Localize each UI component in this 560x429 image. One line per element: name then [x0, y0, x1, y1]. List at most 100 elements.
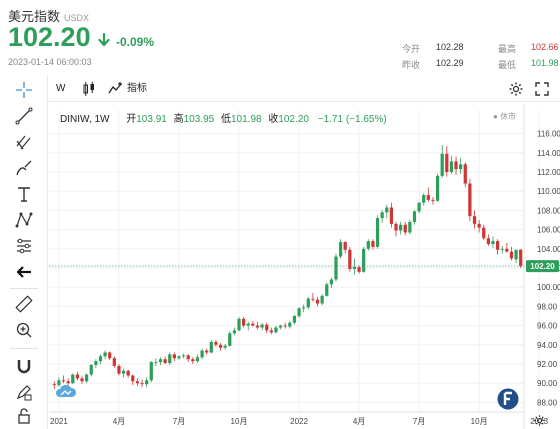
candle [329, 277, 333, 289]
indicators-icon[interactable] [108, 81, 124, 97]
ohlc-legend: DINIW, 1W 开103.91 高103.95 低101.98 收102.2… [60, 110, 387, 125]
candle-body [454, 161, 458, 170]
indicators-button[interactable]: 指标 [127, 83, 147, 94]
legend-close-label: 收 [268, 114, 279, 125]
candle-body [329, 279, 333, 285]
candle-body [403, 224, 407, 233]
last-price-tag [526, 260, 559, 273]
y-tick-label: 96.00 [537, 322, 558, 331]
candle [449, 155, 454, 174]
candle-body [500, 248, 504, 250]
legend-high-label: 高 [173, 114, 184, 125]
candle [514, 249, 518, 264]
interval-button[interactable]: W [56, 83, 66, 94]
fullscreen-icon[interactable] [534, 81, 550, 97]
candle [394, 221, 398, 237]
candle [482, 224, 486, 241]
back-arrow-icon[interactable] [14, 262, 34, 282]
y-tick-label: 88.00 [537, 398, 558, 407]
magnet-icon[interactable] [14, 356, 34, 376]
y-tick-label: 116.00 [537, 130, 560, 139]
candle [348, 246, 352, 272]
stat-low-value: 101.98 [531, 58, 559, 68]
brush-icon[interactable] [14, 158, 34, 178]
fib-icon[interactable] [14, 132, 34, 152]
candle-body [251, 323, 255, 326]
candle-body [85, 374, 89, 382]
candle [334, 253, 338, 282]
candle [121, 368, 126, 378]
candle-body [357, 267, 361, 272]
candle-body [315, 299, 320, 304]
candle-body [177, 356, 181, 359]
candle-body [459, 164, 463, 170]
market-status: 休市 [500, 112, 517, 121]
candle [509, 246, 514, 261]
candle [140, 379, 144, 388]
candle-body [255, 325, 260, 328]
y-tick-label: 90.00 [537, 379, 558, 388]
x-tick-label: 7月 [173, 417, 185, 426]
candle-body [519, 249, 523, 267]
stat-prevclose-value: 102.29 [436, 58, 464, 68]
candle [302, 304, 306, 313]
zoom-in-icon[interactable] [14, 320, 34, 340]
candle-body [449, 161, 454, 172]
stat-low-label: 最低 [498, 60, 517, 70]
legend-close: 102.20 [278, 114, 309, 125]
candle [75, 371, 80, 381]
candle [463, 162, 467, 188]
candle-body [168, 354, 172, 364]
candle-body [117, 365, 121, 374]
axis-settings-icon[interactable] [533, 414, 546, 427]
candle [288, 320, 292, 329]
candle-body [320, 295, 324, 304]
candle [389, 202, 394, 228]
candle-body [80, 378, 84, 382]
x-tick-label: 4月 [353, 417, 365, 426]
candle-body [205, 350, 209, 353]
y-tick-label: 100.00 [537, 283, 560, 292]
candle [255, 321, 260, 330]
candle [237, 316, 241, 332]
legend-change: −1.71 (−1.65%) [317, 114, 387, 125]
candle-body [228, 333, 232, 346]
candle-body [135, 381, 140, 384]
candle-body [362, 248, 366, 272]
candle [232, 327, 237, 336]
pattern-icon[interactable] [14, 210, 34, 230]
candle [246, 321, 250, 331]
candle-body [242, 318, 246, 326]
text-icon[interactable] [14, 184, 34, 204]
candle-body [445, 153, 449, 172]
cloud-icon[interactable] [55, 383, 77, 399]
candle [209, 340, 213, 354]
crosshair-icon[interactable] [14, 80, 34, 100]
candle-body [191, 359, 195, 362]
candle-body [343, 242, 347, 250]
candle-body [325, 284, 329, 296]
candle-body [366, 241, 370, 249]
x-tick-label: 2021 [50, 417, 68, 426]
f-logo-icon[interactable] [497, 388, 519, 410]
candle-body [172, 354, 176, 359]
candle-body [126, 370, 130, 376]
candle [357, 265, 361, 274]
lock-pencil-icon[interactable] [14, 382, 34, 402]
candle-body [108, 352, 112, 359]
candle-body [265, 324, 269, 331]
y-tick-label: 98.00 [537, 302, 558, 311]
candle-type-icon[interactable] [82, 81, 96, 97]
candle [195, 354, 200, 364]
candle-body [412, 211, 417, 222]
legend-open: 103.91 [136, 114, 167, 125]
ruler-icon[interactable] [14, 294, 34, 314]
measure-icon[interactable] [14, 236, 34, 256]
settings-gear-icon[interactable] [508, 81, 524, 97]
lock-icon[interactable] [14, 406, 34, 426]
time-axis: 2021 4月 7月 10月 2022 4月 7月 10月 2023 [49, 411, 549, 426]
x-tick-label: 4月 [113, 417, 125, 426]
candle [274, 325, 278, 334]
trend-line-icon[interactable] [14, 106, 34, 126]
